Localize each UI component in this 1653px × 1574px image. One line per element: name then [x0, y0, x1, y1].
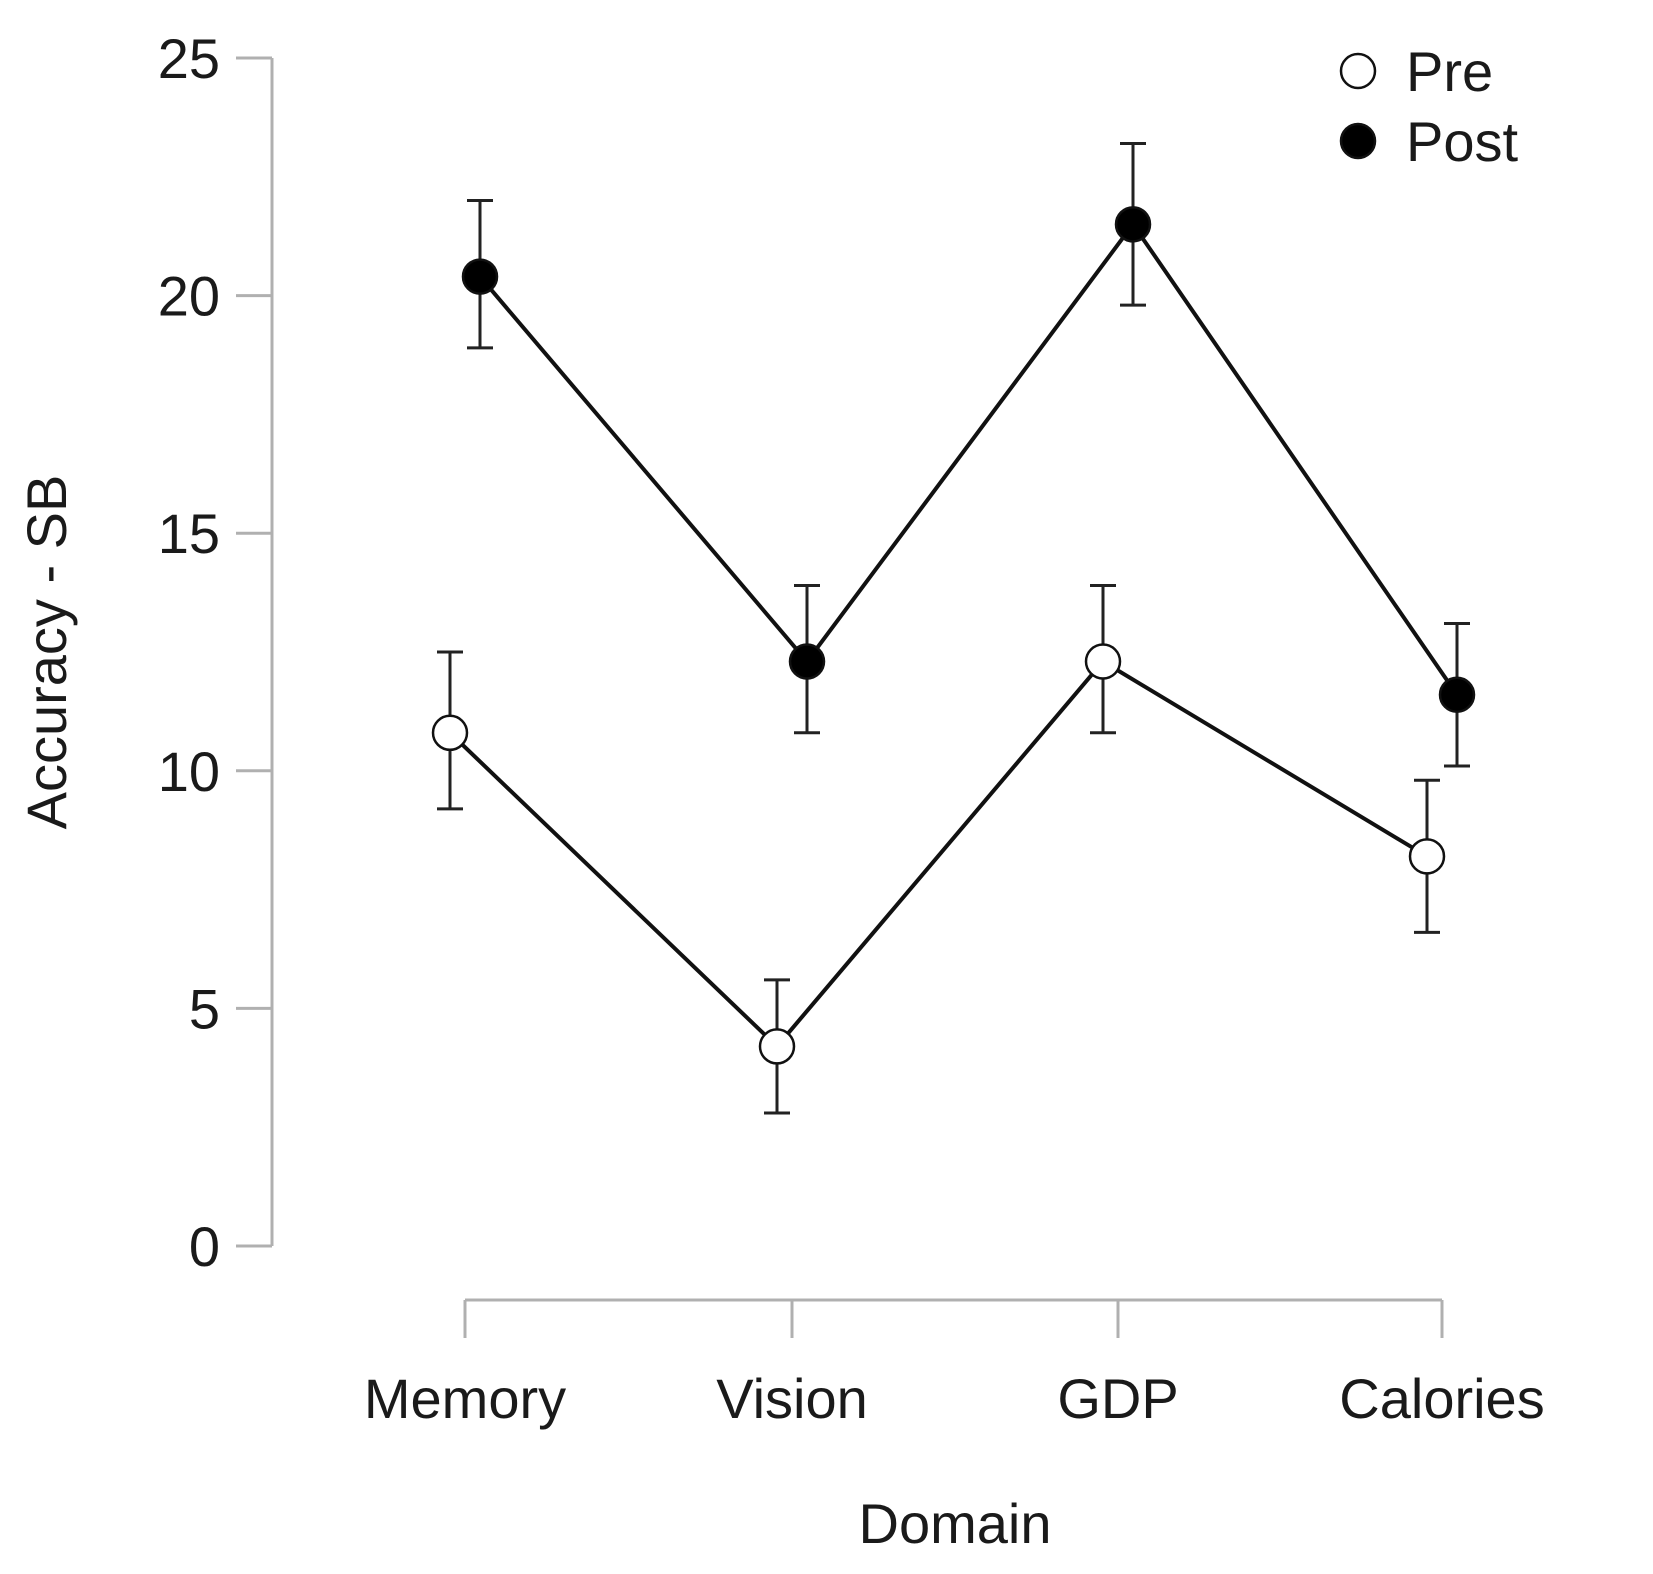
x-tick-label: GDP	[1057, 1367, 1178, 1430]
x-axis-title: Domain	[859, 1492, 1052, 1555]
legend-marker-post	[1339, 122, 1377, 160]
data-point-pre	[758, 1028, 796, 1065]
y-tick-label: 25	[158, 27, 220, 90]
x-tick-label: Memory	[364, 1367, 566, 1430]
series-line-post	[478, 220, 1459, 696]
x-tick-label: Vision	[716, 1367, 868, 1430]
error-bars	[437, 142, 1470, 1115]
data-point-pre	[1084, 643, 1122, 680]
legend-marker-pre	[1339, 52, 1377, 90]
legend-label-post: Post	[1406, 110, 1518, 173]
series-lines	[448, 220, 1459, 1050]
series-line-pre	[448, 658, 1429, 1050]
data-point-post	[1114, 206, 1152, 243]
y-tick-label: 5	[189, 977, 220, 1040]
legend-label-pre: Pre	[1406, 40, 1493, 103]
y-tick-group: 0 5 10 15 20 25	[158, 27, 272, 1278]
y-tick-label: 10	[158, 740, 220, 803]
y-axis-title: Accuracy - SB	[15, 475, 78, 830]
legend: Pre Post	[1339, 40, 1518, 173]
data-point-post	[1438, 676, 1476, 714]
data-point-pre	[1408, 838, 1446, 875]
y-tick-label: 15	[158, 502, 220, 565]
data-point-pre	[431, 714, 469, 752]
data-point-post	[788, 643, 826, 680]
y-tick-label: 20	[158, 265, 220, 328]
x-tick-group: Memory Vision GDP Calories	[364, 1300, 1545, 1430]
x-tick-label: Calories	[1339, 1367, 1544, 1430]
y-tick-label: 0	[189, 1215, 220, 1278]
data-points	[431, 206, 1476, 1065]
data-point-post	[461, 258, 499, 295]
